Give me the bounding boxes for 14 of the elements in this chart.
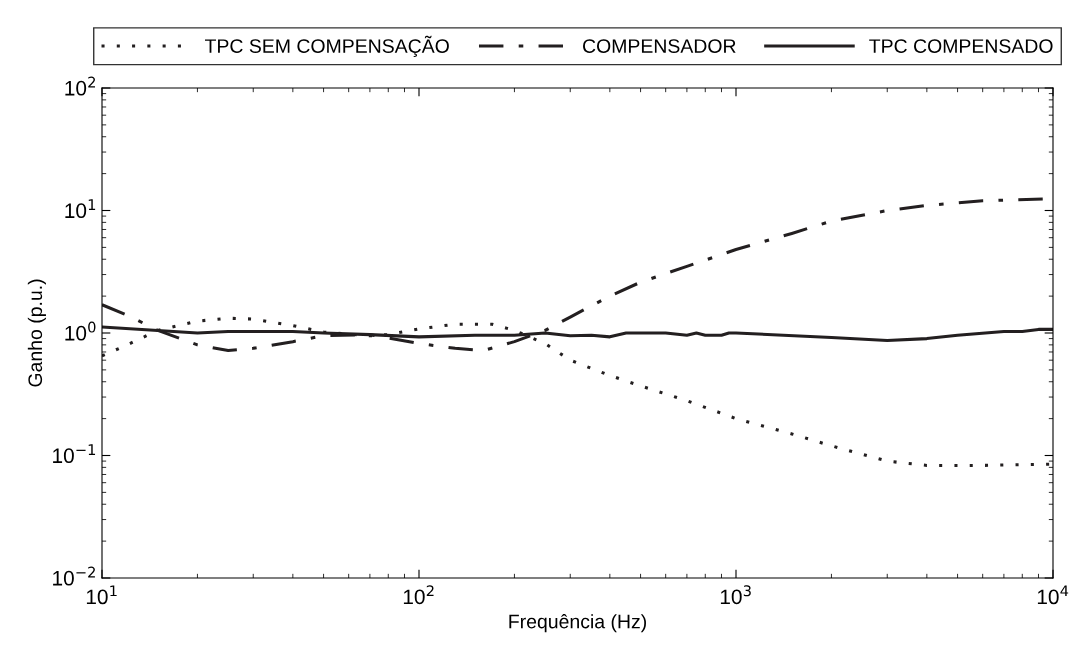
x-axis-title: Frequência (Hz) xyxy=(509,614,646,633)
y-tick-label: 10$^{0}$ xyxy=(65,321,96,341)
legend-label: TPC COMPENSADO xyxy=(869,39,1053,53)
x-tick-label: 10$^{1}$ xyxy=(86,585,117,605)
y-tick-label: 10$^{1}$ xyxy=(65,199,96,219)
legend-label: COMPENSADOR xyxy=(583,39,736,53)
legend-label: TPC SEM COMPENSAÇÃO xyxy=(205,35,449,57)
y-tick-label: 10$^{2}$ xyxy=(65,76,95,96)
x-tick-label: 10$^{4}$ xyxy=(1037,585,1069,605)
y-tick-label: 10$^{−1}$ xyxy=(53,444,96,464)
y-axis-title: Ganho (p.u.) xyxy=(27,279,46,387)
x-tick-label: 10$^{2}$ xyxy=(403,585,434,605)
x-tick-label: 10$^{3}$ xyxy=(720,585,751,605)
y-tick-label: 10$^{−2}$ xyxy=(53,566,95,586)
